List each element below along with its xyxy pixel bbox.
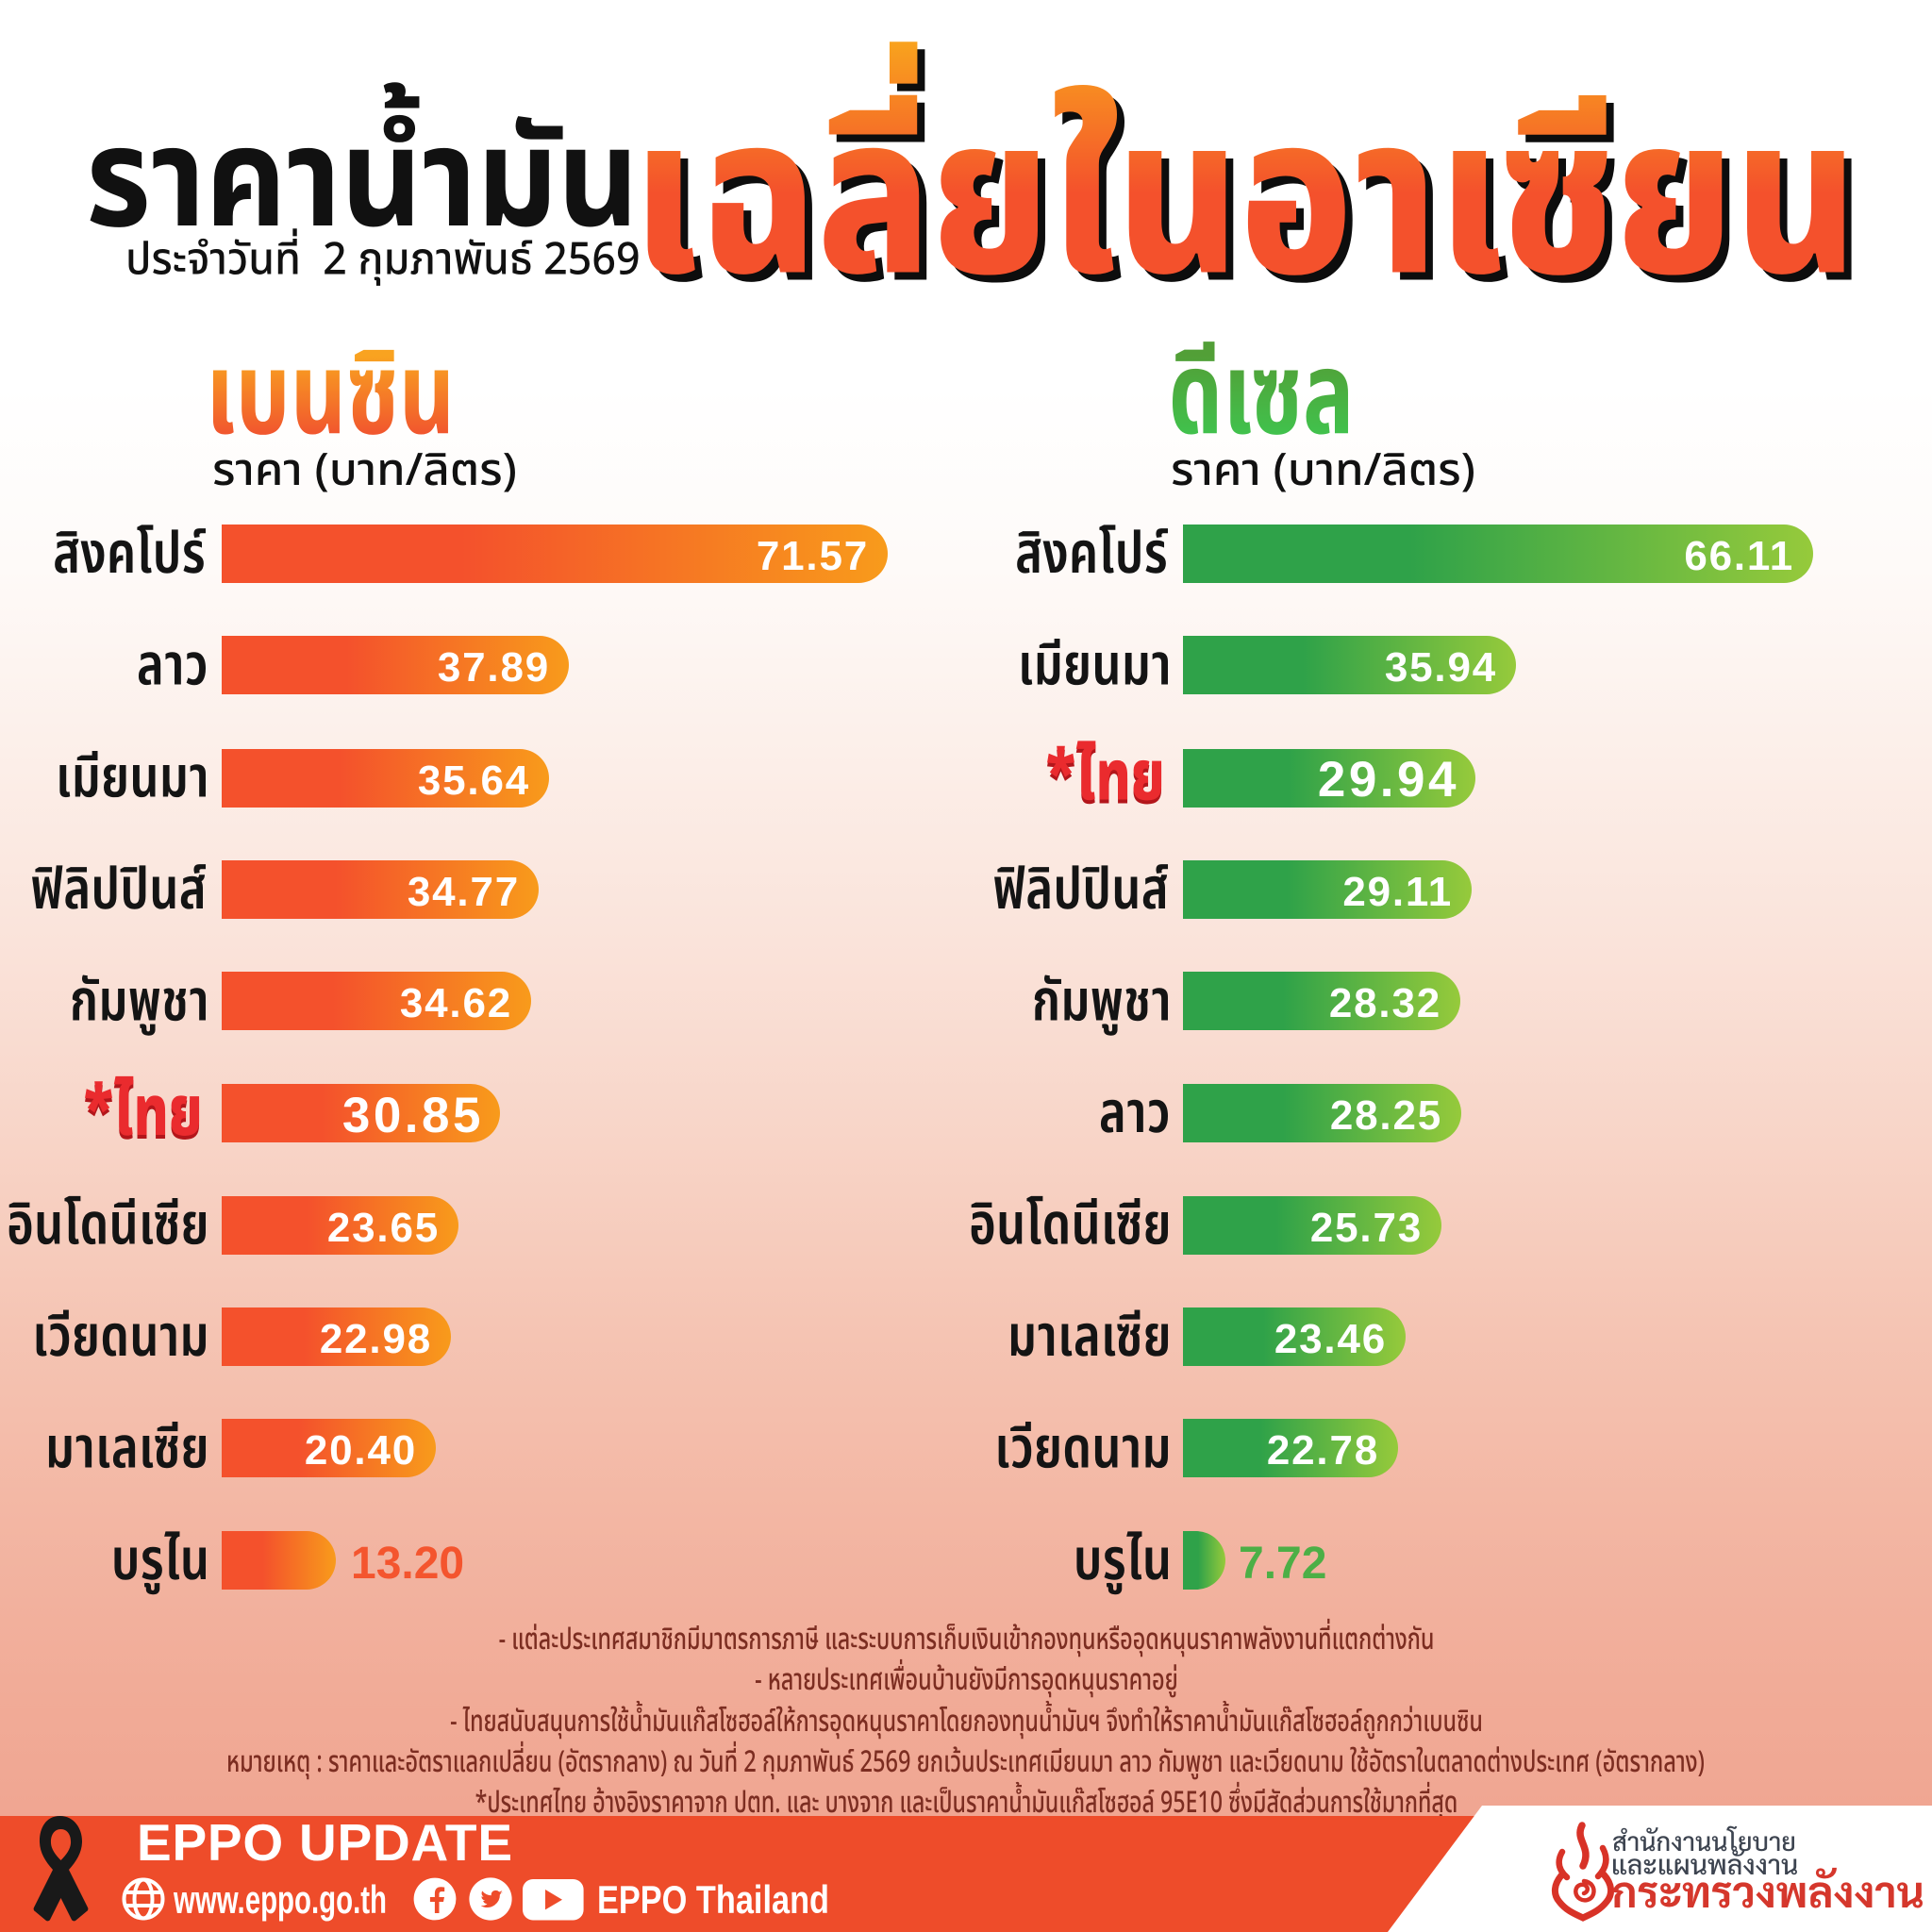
svg-text:13.20: 13.20 — [351, 1539, 464, 1589]
svg-text:EPPO UPDATE: EPPO UPDATE — [137, 1813, 512, 1872]
svg-text:23.65: 23.65 — [327, 1205, 440, 1251]
svg-text:EPPO Thailand: EPPO Thailand — [597, 1877, 829, 1922]
svg-text:29.11: 29.11 — [1342, 869, 1453, 915]
svg-text:25.73: 25.73 — [1310, 1205, 1423, 1251]
svg-text:30.85: 30.85 — [342, 1088, 484, 1143]
svg-text:29.94: 29.94 — [1318, 752, 1459, 808]
svg-text:28.32: 28.32 — [1329, 980, 1441, 1026]
svg-text:7.72: 7.72 — [1239, 1539, 1326, 1589]
svg-text:22.98: 22.98 — [320, 1316, 432, 1362]
svg-text:www.eppo.go.th: www.eppo.go.th — [173, 1877, 387, 1922]
svg-text:66.11: 66.11 — [1684, 533, 1794, 579]
svg-text:34.62: 34.62 — [400, 980, 512, 1026]
svg-text:20.40: 20.40 — [305, 1427, 417, 1474]
svg-text:35.94: 35.94 — [1385, 644, 1497, 691]
svg-text:71.57: 71.57 — [757, 533, 869, 579]
svg-text:23.46: 23.46 — [1274, 1316, 1387, 1362]
svg-text:34.77: 34.77 — [408, 869, 520, 915]
svg-text:37.89: 37.89 — [438, 644, 550, 691]
svg-text:35.64: 35.64 — [418, 758, 530, 804]
svg-text:28.25: 28.25 — [1330, 1092, 1442, 1139]
svg-text:22.78: 22.78 — [1267, 1427, 1379, 1474]
